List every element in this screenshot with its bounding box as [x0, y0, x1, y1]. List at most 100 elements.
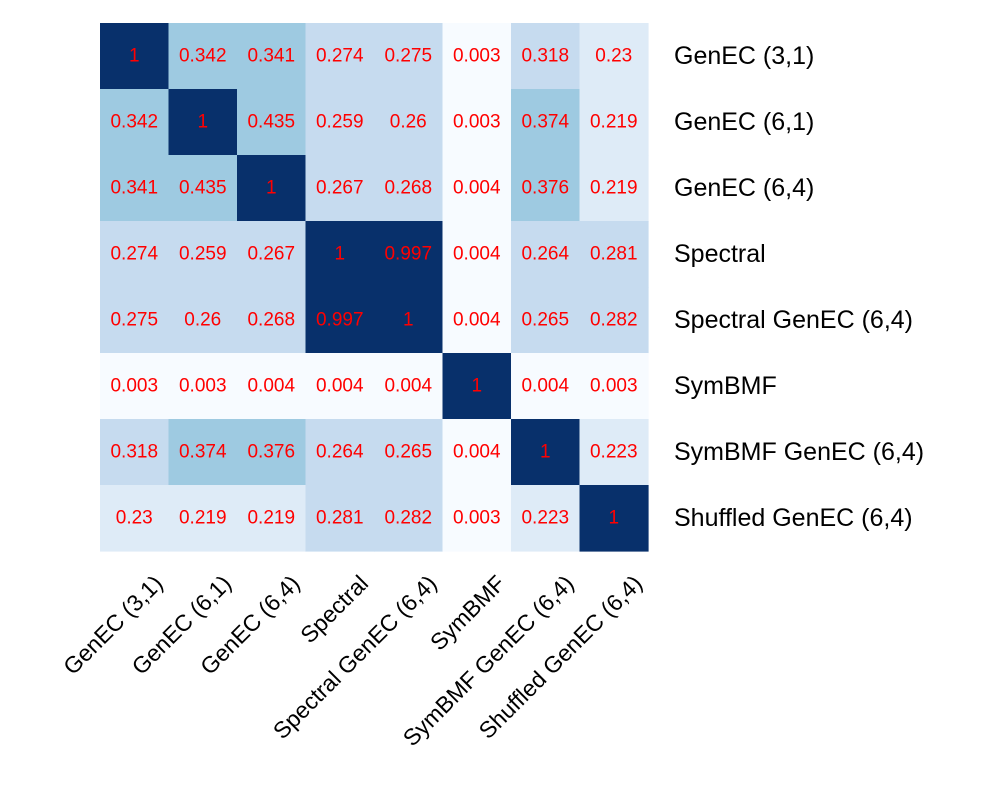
heatmap-cell-r1-c1 — [168, 89, 238, 156]
cell-value-r3-c2: 0.267 — [247, 244, 295, 265]
cell-value-r4-c4: 1 — [403, 310, 414, 331]
cell-value-r5-c4: 0.004 — [384, 376, 432, 397]
heatmap-cell-r2-c7 — [579, 155, 649, 222]
cell-value-r1-c4: 0.26 — [390, 112, 427, 133]
heatmap-cell-r7-c3 — [305, 485, 375, 552]
heatmap-cell-r2-c5 — [442, 155, 512, 222]
heatmap-cell-r4-c2 — [237, 287, 307, 354]
heatmap-cell-r5-c4 — [374, 353, 444, 420]
cell-value-r5-c0: 0.003 — [110, 376, 158, 397]
cell-value-r4-c6: 0.265 — [521, 310, 569, 331]
cell-value-r7-c0: 0.23 — [116, 508, 153, 529]
cell-value-r5-c3: 0.004 — [316, 376, 364, 397]
cell-value-r2-c0: 0.341 — [110, 178, 158, 199]
heatmap-cell-r0-c5 — [442, 23, 512, 90]
heatmap-cell-r3-c1 — [168, 221, 238, 288]
cell-value-r7-c5: 0.003 — [453, 508, 501, 529]
cell-value-r0-c7: 0.23 — [595, 46, 632, 67]
heatmap-cell-r6-c4 — [374, 419, 444, 486]
heatmap-cell-r4-c0 — [100, 287, 170, 354]
cell-value-r0-c4: 0.275 — [384, 46, 432, 67]
row-label-7: Shuffled GenEC (6,4) — [674, 504, 913, 532]
heatmap-cell-r5-c2 — [237, 353, 307, 420]
cell-value-r5-c7: 0.003 — [590, 376, 638, 397]
heatmap-cell-r6-c2 — [237, 419, 307, 486]
heatmap-cell-r0-c2 — [237, 23, 307, 90]
heatmap-cell-r6-c0 — [100, 419, 170, 486]
cell-value-r6-c2: 0.376 — [247, 442, 295, 463]
heatmap-cell-r0-c3 — [305, 23, 375, 90]
heatmap-cell-r7-c4 — [374, 485, 444, 552]
heatmap-cell-r2-c3 — [305, 155, 375, 222]
heatmap-cell-r0-c0 — [100, 23, 170, 90]
heatmap-cell-r2-c2 — [237, 155, 307, 222]
cell-value-r5-c6: 0.004 — [521, 376, 569, 397]
heatmap-cell-r6-c1 — [168, 419, 238, 486]
heatmap-cell-r4-c6 — [511, 287, 581, 354]
cell-value-r4-c1: 0.26 — [184, 310, 221, 331]
heatmap-cell-r0-c7 — [579, 23, 649, 90]
heatmap-cell-r7-c2 — [237, 485, 307, 552]
cell-value-r6-c6: 1 — [540, 442, 551, 463]
cell-value-r2-c5: 0.004 — [453, 178, 501, 199]
cell-value-r2-c2: 1 — [266, 178, 277, 199]
heatmap-cell-r0-c4 — [374, 23, 444, 90]
cell-value-r1-c2: 0.435 — [247, 112, 295, 133]
heatmap-cell-r1-c7 — [579, 89, 649, 156]
cell-value-r7-c6: 0.223 — [521, 508, 569, 529]
heatmap-cell-r2-c1 — [168, 155, 238, 222]
cell-value-r3-c3: 1 — [334, 244, 345, 265]
cell-value-r2-c6: 0.376 — [521, 178, 569, 199]
cell-value-r0-c6: 0.318 — [521, 46, 569, 67]
cell-value-r1-c6: 0.374 — [521, 112, 569, 133]
column-labels: GenEC (3,1)GenEC (6,1)GenEC (6,4)Spectra… — [58, 570, 647, 751]
cell-value-r7-c1: 0.219 — [179, 508, 227, 529]
heatmap-cell-r7-c0 — [100, 485, 170, 552]
heatmap-cell-r1-c0 — [100, 89, 170, 156]
row-label-4: Spectral GenEC (6,4) — [674, 306, 913, 334]
heatmap-cell-r3-c4 — [374, 221, 444, 288]
heatmap-cell-r2-c6 — [511, 155, 581, 222]
heatmap-cell-r3-c2 — [237, 221, 307, 288]
heatmap-cell-r6-c6 — [511, 419, 581, 486]
cell-value-r6-c5: 0.004 — [453, 442, 501, 463]
heatmap-cell-r3-c3 — [305, 221, 375, 288]
heatmap-cell-r1-c5 — [442, 89, 512, 156]
cell-value-r0-c0: 1 — [129, 46, 140, 67]
row-label-1: GenEC (6,1) — [674, 108, 814, 136]
cell-value-r0-c1: 0.342 — [179, 46, 227, 67]
heatmap-cell-r4-c1 — [168, 287, 238, 354]
cell-value-r7-c3: 0.281 — [316, 508, 364, 529]
cell-value-r5-c2: 0.004 — [247, 376, 295, 397]
cell-value-r6-c3: 0.264 — [316, 442, 364, 463]
heatmap-cell-r7-c5 — [442, 485, 512, 552]
cell-value-r3-c6: 0.264 — [521, 244, 569, 265]
cell-value-r0-c5: 0.003 — [453, 46, 501, 67]
cell-value-r6-c7: 0.223 — [590, 442, 638, 463]
heatmap-cell-r2-c4 — [374, 155, 444, 222]
cell-value-r3-c0: 0.274 — [110, 244, 158, 265]
heatmap-cell-r6-c5 — [442, 419, 512, 486]
cell-value-r3-c4: 0.997 — [384, 244, 432, 265]
cell-value-r7-c7: 1 — [608, 508, 619, 529]
cell-value-r4-c5: 0.004 — [453, 310, 501, 331]
heatmap-cell-r1-c6 — [511, 89, 581, 156]
cell-value-r6-c4: 0.265 — [384, 442, 432, 463]
heatmap-cell-r3-c5 — [442, 221, 512, 288]
heatmap-value-labels: 1 0.342 0.341 0.274 0.275 0.003 0.318 0.23 0.342… — [110, 46, 637, 529]
heatmap-cell-r5-c5 — [442, 353, 512, 420]
cell-value-r4-c0: 0.275 — [110, 310, 158, 331]
cell-value-r3-c7: 0.281 — [590, 244, 638, 265]
heatmap-cell-r6-c7 — [579, 419, 649, 486]
heatmap-cell-r3-c0 — [100, 221, 170, 288]
heatmap-cell-r1-c4 — [374, 89, 444, 156]
row-labels: GenEC (3,1) GenEC (6,1) GenEC (6,4) Spectra… — [674, 42, 924, 532]
row-label-3: Spectral — [674, 240, 766, 268]
cell-value-r1-c7: 0.219 — [590, 112, 638, 133]
heatmap-cell-r4-c4 — [374, 287, 444, 354]
heatmap-cell-r0-c6 — [511, 23, 581, 90]
heatmap-cell-r5-c7 — [579, 353, 649, 420]
cell-value-r1-c3: 0.259 — [316, 112, 364, 133]
cell-value-r7-c2: 0.219 — [247, 508, 295, 529]
